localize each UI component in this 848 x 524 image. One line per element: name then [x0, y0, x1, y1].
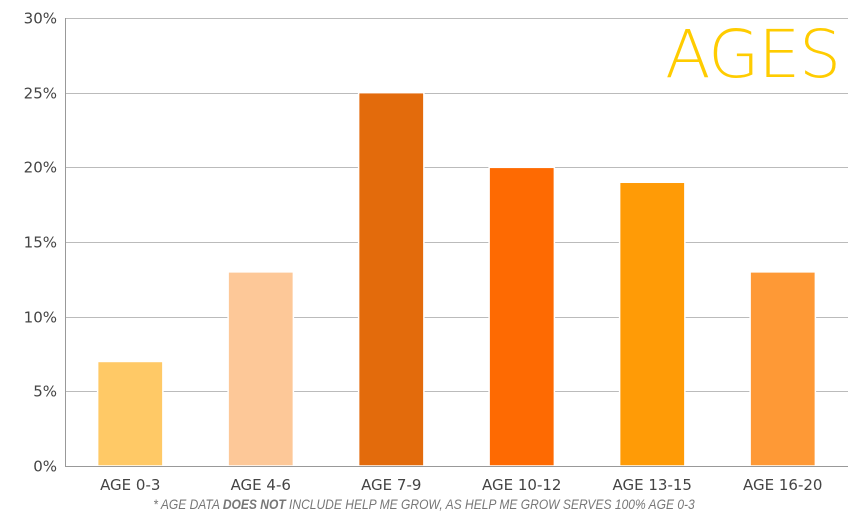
x-category-label: AGE 13-15 — [613, 476, 692, 494]
gridlines — [65, 18, 848, 392]
x-category-label: AGE 0-3 — [100, 476, 160, 494]
y-axis-ticks: 0% 5% 10% 15% 20% 25% 30% — [24, 10, 57, 476]
y-tick-label: 30% — [24, 10, 57, 28]
x-axis-categories: AGE 0-3 AGE 4-6 AGE 7-9 AGE 10-12 AGE 13-15 A… — [100, 476, 822, 494]
footnote-text-after: INCLUDE HELP ME GROW, AS HELP ME GROW SE… — [285, 496, 695, 512]
y-tick-label: 15% — [24, 234, 57, 252]
y-tick-label: 25% — [24, 85, 57, 103]
y-tick-label: 20% — [24, 159, 57, 177]
footnote-emphasis: DOES NOT — [222, 496, 286, 512]
x-category-label: AGE 16-20 — [743, 476, 822, 494]
x-category-label: AGE 10-12 — [482, 476, 561, 494]
x-category-label: AGE 4-6 — [231, 476, 291, 494]
chart-title: AGES — [665, 16, 841, 93]
bar — [488, 166, 556, 467]
y-tick-label: 5% — [33, 383, 57, 401]
bar — [96, 360, 164, 467]
bars — [96, 91, 817, 467]
bar — [357, 91, 425, 467]
footnote-text-before: * AGE DATA — [153, 496, 223, 512]
footnote: * AGE DATA DOES NOT INCLUDE HELP ME GROW… — [59, 496, 788, 512]
bar — [227, 271, 295, 467]
y-tick-label: 10% — [24, 309, 57, 327]
y-tick-label: 0% — [33, 458, 57, 476]
bar — [749, 271, 817, 467]
bar — [618, 181, 686, 467]
x-category-label: AGE 7-9 — [361, 476, 421, 494]
